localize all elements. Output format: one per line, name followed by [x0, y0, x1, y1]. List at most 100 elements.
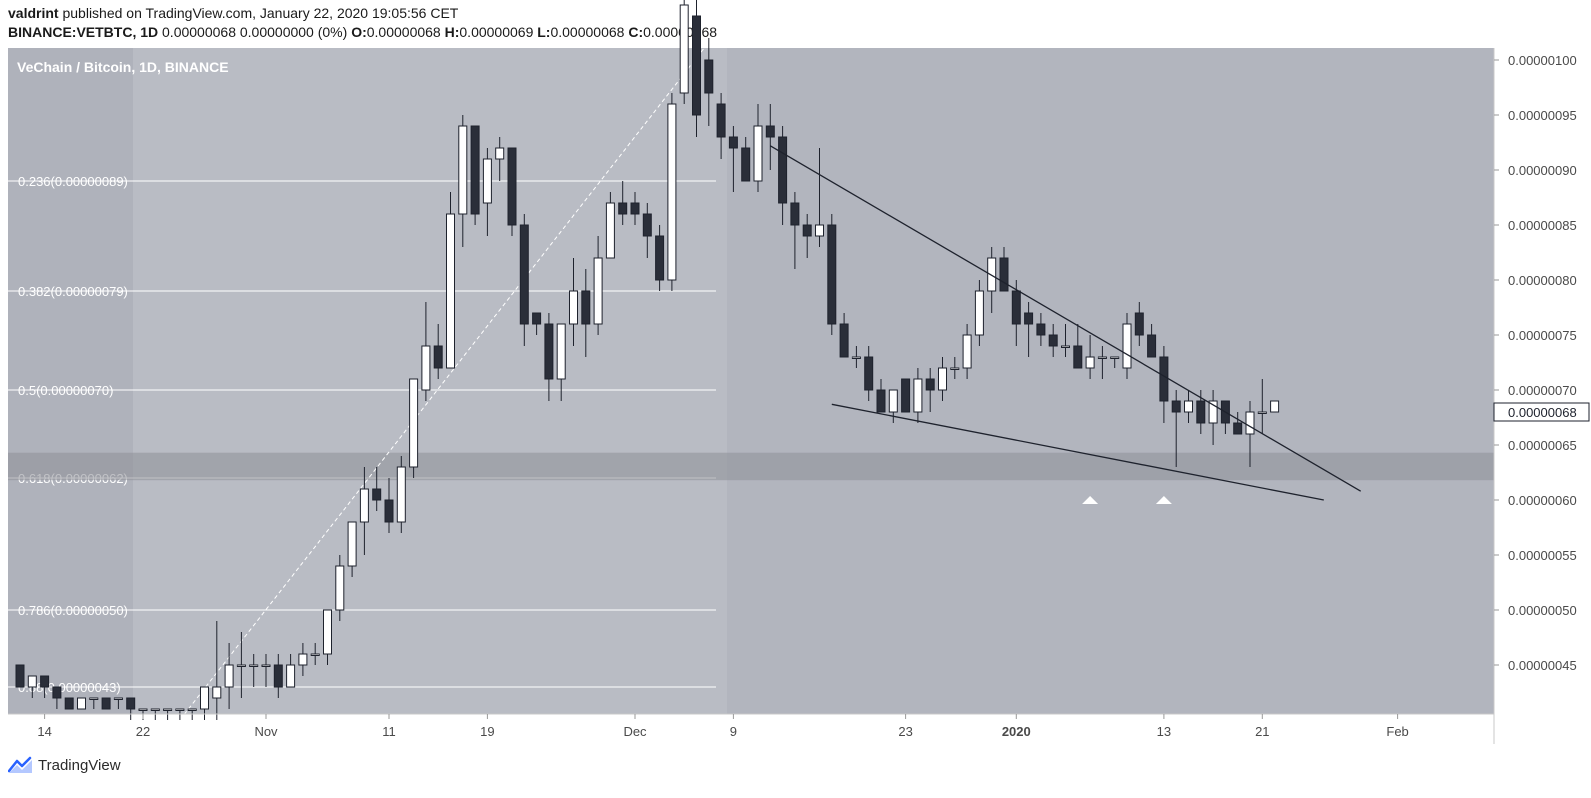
candle — [101, 697, 111, 710]
candle-body-down — [655, 235, 665, 281]
candle — [113, 697, 123, 709]
candle — [64, 697, 74, 710]
candle-body-up — [1110, 356, 1120, 359]
y-axis[interactable]: 0.00000100 0.00000095 0.00000090 0.00000085… — [1493, 53, 1590, 673]
candle-body-up — [359, 488, 369, 523]
y-tick-label: 0.00000055 — [1508, 548, 1577, 563]
candle — [212, 621, 222, 720]
candle — [27, 675, 37, 698]
trendline-upper-wedge — [769, 145, 1362, 492]
candle-body-down — [618, 202, 628, 215]
candle — [126, 697, 136, 720]
brand-name: TradingView — [38, 756, 121, 774]
candle — [224, 643, 234, 709]
candle-body-up — [187, 708, 197, 711]
candle-body-down — [1233, 422, 1243, 435]
candle — [1085, 335, 1095, 379]
candle — [1073, 324, 1083, 369]
candle — [888, 389, 898, 423]
candle-body-up — [962, 334, 972, 369]
candle-body-down — [765, 125, 775, 138]
candle-body-up — [938, 367, 947, 391]
candle-body-down — [642, 213, 652, 237]
candle — [925, 368, 935, 412]
candle-body-up — [753, 125, 763, 182]
candle-body-up — [1122, 323, 1132, 369]
candle-body-up — [236, 664, 246, 667]
trendlines — [769, 145, 1362, 501]
candle — [999, 247, 1009, 292]
fib-level-label: 0.786(0.00000050) — [18, 603, 128, 618]
candle — [1011, 280, 1021, 346]
candle — [765, 104, 775, 170]
candle — [323, 609, 332, 665]
candle — [261, 654, 271, 687]
candle — [532, 312, 542, 335]
y-tick-label: 0.00000100 — [1508, 53, 1577, 68]
candle — [593, 236, 603, 335]
candle-body-up — [310, 653, 320, 656]
x-tick-label: 13 — [1157, 724, 1171, 739]
candle — [544, 313, 554, 401]
candle — [1208, 390, 1218, 445]
x-axis[interactable]: 14 22 Nov 11 19 Dec 9 23 2020 13 21 Feb — [37, 714, 1409, 739]
candle — [778, 126, 788, 225]
candles — [15, 0, 1280, 720]
trendline-lower-wedge — [831, 403, 1324, 501]
x-tick-label: 22 — [136, 724, 150, 739]
candle — [1048, 324, 1058, 357]
candle-body-down — [692, 15, 701, 116]
author-name: valdrint — [8, 5, 59, 21]
candle-body-up — [224, 664, 234, 688]
candle — [1134, 302, 1144, 346]
y-tick-label: 0.00000090 — [1508, 163, 1577, 178]
candle — [89, 697, 99, 709]
candle-body-down — [1196, 400, 1206, 424]
candle — [249, 654, 259, 687]
candle-body-down — [126, 697, 136, 710]
candle-body-up — [667, 103, 677, 281]
candle-body-down — [273, 664, 283, 688]
candle — [384, 478, 394, 533]
candle-body-up — [1208, 400, 1218, 424]
candle-body-down — [384, 499, 394, 523]
candle — [458, 115, 468, 247]
candle-body-up — [1270, 400, 1280, 413]
candle — [52, 686, 62, 709]
triangle-up-marker — [1082, 496, 1099, 504]
candle-body-up — [286, 664, 296, 688]
candle-body-down — [1159, 356, 1169, 402]
candle — [1147, 324, 1157, 358]
x-tick-label: 2020 — [1002, 724, 1031, 739]
candle-body-down — [802, 224, 812, 237]
candle — [741, 137, 751, 182]
y-tick-label: 0.00000075 — [1508, 328, 1577, 343]
candle — [1122, 313, 1132, 379]
fib-level-label: 0.382(0.00000079) — [18, 284, 128, 299]
fib-level-label: 0.5(0.00000070) — [18, 383, 113, 398]
high-label: H: — [444, 24, 460, 40]
candle — [827, 214, 837, 335]
candle-body-up — [421, 345, 431, 391]
x-tick-label: Nov — [254, 724, 278, 739]
candle — [618, 181, 628, 225]
candle-body-up — [913, 378, 923, 413]
candle-body-down — [901, 378, 911, 413]
x-tick-label: 14 — [37, 724, 51, 739]
candle — [236, 632, 246, 698]
candle-body-up — [200, 686, 209, 710]
fib-level-label: 0.236(0.00000089) — [18, 174, 128, 189]
candle — [581, 269, 591, 357]
high-value: 0.00000069 — [459, 24, 534, 40]
open-label: O: — [351, 24, 367, 40]
candle-body-down — [581, 290, 591, 325]
candle — [605, 192, 615, 259]
open-value: 0.00000068 — [366, 24, 441, 40]
candle-body-up — [396, 466, 406, 523]
candle-body-up — [347, 521, 357, 567]
tradingview-footer[interactable]: TradingView — [8, 756, 121, 774]
candle — [433, 324, 443, 379]
candle-body-down — [741, 147, 751, 182]
candle-body-down — [101, 697, 111, 710]
